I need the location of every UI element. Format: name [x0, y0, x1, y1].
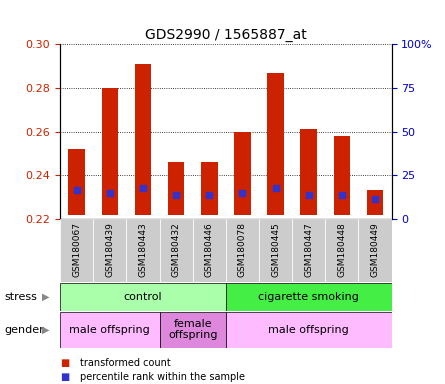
Text: female
offspring: female offspring — [168, 319, 218, 341]
Text: male offspring: male offspring — [268, 324, 349, 335]
Text: ■: ■ — [60, 372, 69, 382]
Title: GDS2990 / 1565887_at: GDS2990 / 1565887_at — [145, 28, 307, 42]
Bar — [193, 219, 226, 282]
Bar — [292, 219, 325, 282]
Bar — [160, 219, 193, 282]
Bar — [325, 219, 359, 282]
Bar — [69, 149, 85, 215]
Bar — [160, 312, 226, 348]
Bar — [60, 283, 226, 311]
Text: ▶: ▶ — [42, 292, 50, 302]
Bar — [201, 162, 218, 215]
Text: GSM180439: GSM180439 — [105, 222, 114, 277]
Text: GSM180448: GSM180448 — [337, 222, 346, 277]
Text: percentile rank within the sample: percentile rank within the sample — [80, 372, 245, 382]
Bar — [135, 64, 151, 215]
Bar — [226, 219, 259, 282]
Bar — [300, 129, 317, 215]
Bar — [60, 312, 160, 348]
Text: GSM180447: GSM180447 — [304, 222, 313, 277]
Text: cigarette smoking: cigarette smoking — [258, 292, 359, 302]
Text: stress: stress — [4, 292, 37, 302]
Text: gender: gender — [4, 324, 44, 335]
Text: GSM180067: GSM180067 — [72, 222, 81, 277]
Bar — [93, 219, 126, 282]
Text: ■: ■ — [60, 358, 69, 368]
Bar — [60, 219, 93, 282]
Bar — [267, 73, 284, 215]
Bar — [259, 219, 292, 282]
Bar — [126, 219, 160, 282]
Bar — [226, 283, 392, 311]
Bar — [101, 88, 118, 215]
Text: GSM180078: GSM180078 — [238, 222, 247, 277]
Text: transformed count: transformed count — [80, 358, 171, 368]
Text: GSM180446: GSM180446 — [205, 222, 214, 277]
Text: male offspring: male offspring — [69, 324, 150, 335]
Text: ▶: ▶ — [42, 324, 50, 335]
Bar — [334, 136, 350, 215]
Bar — [168, 162, 184, 215]
Text: GSM180443: GSM180443 — [138, 222, 147, 277]
Text: GSM180432: GSM180432 — [172, 222, 181, 277]
Text: GSM180449: GSM180449 — [371, 222, 380, 277]
Bar — [359, 219, 392, 282]
Bar — [234, 131, 251, 215]
Bar — [226, 312, 392, 348]
Text: control: control — [124, 292, 162, 302]
Text: GSM180445: GSM180445 — [271, 222, 280, 277]
Bar — [367, 190, 383, 215]
